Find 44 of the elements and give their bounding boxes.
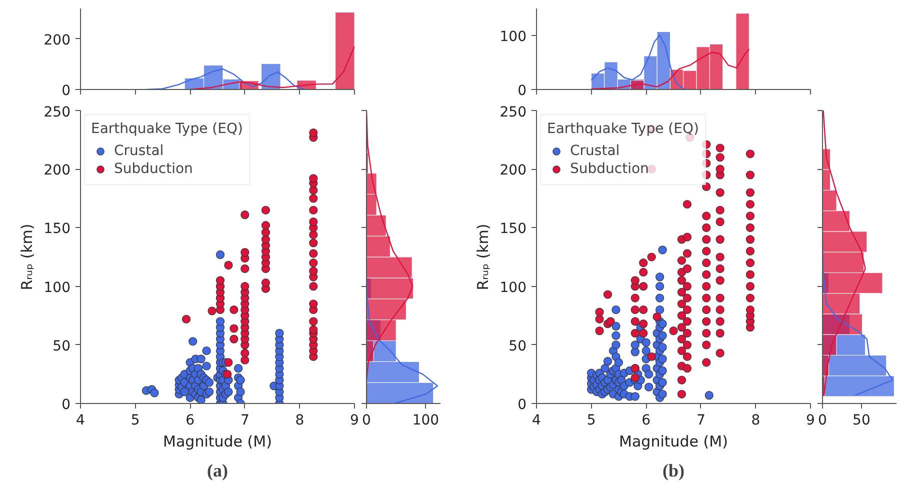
- y-tick-label: 200: [500, 162, 527, 179]
- x-tick-label: 0: [818, 412, 827, 428]
- x-tick-label: 6: [642, 412, 651, 428]
- y-tick-label: 100: [44, 280, 71, 296]
- x-axis-title: Magnitude (M): [163, 432, 272, 450]
- y-tick-label: 200: [44, 32, 71, 48]
- x-tick-label: 7: [240, 412, 250, 428]
- y-tick-label: 50: [52, 338, 71, 354]
- text: (a): [207, 460, 228, 480]
- x-tick-label: 4: [532, 412, 542, 428]
- y-axis-title: Rᵣᵤₚ (km): [474, 224, 492, 290]
- y-tick-label: 0: [518, 397, 527, 413]
- x-tick-label: 0: [362, 412, 371, 428]
- y-tick-label: 100: [500, 280, 527, 296]
- y-tick-label: 150: [44, 221, 71, 238]
- x-tick-label: 6: [186, 412, 195, 428]
- x-tick-label: 50: [852, 412, 870, 428]
- x-tick-label: 9: [806, 412, 815, 428]
- y-tick-label: 200: [44, 162, 71, 179]
- y-tick-label: 0: [62, 83, 71, 99]
- x-tick-label: 8: [751, 412, 760, 428]
- y-tick-label: 50: [508, 338, 527, 354]
- legend-label: Subduction: [114, 161, 193, 177]
- legend-title: Earthquake Type (EQ): [547, 121, 699, 137]
- x-tick-label: 100: [412, 412, 440, 428]
- legend-label: Subduction: [570, 161, 649, 177]
- legend-label: Crustal: [570, 143, 620, 159]
- y-tick-label: 250: [500, 104, 527, 120]
- x-tick-label: 5: [130, 412, 140, 428]
- legend-title: Earthquake Type (EQ): [91, 121, 243, 137]
- x-tick-label: 9: [350, 412, 359, 428]
- x-tick-label: 7: [696, 412, 706, 428]
- y-tick-label: 250: [44, 104, 71, 120]
- text: (b): [662, 460, 685, 480]
- y-tick-label: 100: [500, 29, 527, 45]
- y-tick-label: 0: [62, 397, 71, 413]
- y-tick-label: 150: [500, 221, 527, 238]
- x-tick-label: 5: [586, 412, 596, 428]
- y-tick-label: 0: [518, 83, 527, 99]
- x-tick-label: 8: [295, 412, 304, 428]
- y-axis-title: Rᵣᵤₚ (km): [18, 224, 36, 290]
- x-tick-label: 4: [76, 412, 86, 428]
- x-axis-title: Magnitude (M): [619, 432, 728, 450]
- legend-label: Crustal: [114, 143, 164, 159]
